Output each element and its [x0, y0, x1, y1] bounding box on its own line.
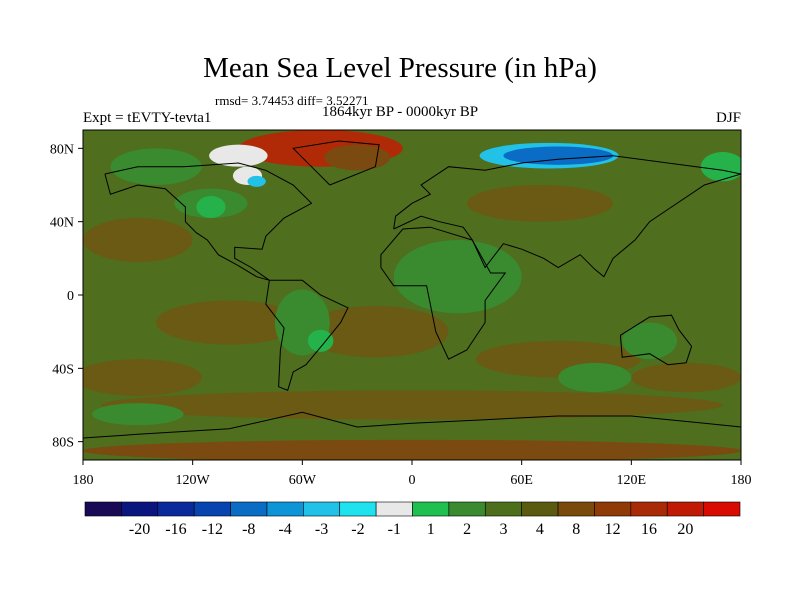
colorbar-swatch [594, 501, 632, 517]
x-tick-label: 180 [73, 473, 94, 488]
stats-label: rmsd= 3.74453 diff= 3.52271 [215, 93, 369, 108]
field-contour [622, 322, 678, 360]
y-tick-label: 80N [50, 142, 74, 157]
colorbar-swatch [230, 501, 268, 517]
colorbar-swatch [521, 501, 559, 517]
colorbar-swatch [666, 501, 704, 517]
field-contour [631, 362, 741, 393]
field-contour [247, 175, 266, 187]
colorbar-swatch [448, 501, 486, 517]
colorbar-label: 20 [677, 521, 693, 538]
colorbar-label: 2 [463, 521, 471, 538]
field-contour [466, 185, 614, 222]
colorbar-swatch [703, 501, 741, 517]
x-tick-label: 120E [617, 473, 647, 488]
map-title: Mean Sea Level Pressure (in hPa) [203, 52, 597, 84]
period-label: 1864kyr BP - 0000kyr BP [322, 104, 479, 120]
south-america-coastline [265, 279, 349, 391]
colorbar-label: -4 [278, 521, 291, 538]
colorbar-swatch [84, 501, 122, 517]
field-contour [196, 196, 226, 218]
field-contour [92, 403, 184, 426]
colorbar-label: 12 [605, 521, 621, 538]
y-tick-label: 40N [50, 216, 74, 231]
colorbar-swatch [630, 501, 668, 517]
field-contour [324, 144, 391, 171]
field-contour [700, 152, 741, 182]
colorbar-swatch [303, 501, 341, 517]
colorbar-label: -16 [165, 521, 186, 538]
colorbar-label: 1 [427, 521, 435, 538]
colorbar-swatch [339, 501, 377, 517]
pressure-field [83, 130, 741, 460]
field-contour [209, 144, 268, 167]
greenland-coastline [292, 140, 380, 186]
y-tick-label: 0 [67, 289, 74, 304]
australia-coastline [619, 314, 693, 366]
colorbar-swatch [375, 501, 413, 517]
eurasia-coastline [393, 155, 741, 278]
field-contour [307, 329, 334, 352]
x-tick-label: 60E [510, 473, 533, 488]
colorbar-label: -12 [202, 521, 223, 538]
y-tick-label: 80S [52, 436, 74, 451]
colorbar-label: 16 [641, 521, 657, 538]
colorbar-label: -8 [242, 521, 255, 538]
colorbar-swatch [266, 501, 304, 517]
experiment-label: Expt = tEVTY-tevta1 [83, 110, 212, 126]
x-axis: 180 120W 60W 0 60E 120E 180 [73, 460, 752, 488]
colorbar-label: -2 [351, 521, 364, 538]
field-contour [156, 300, 303, 345]
x-tick-label: 60W [289, 473, 317, 488]
season-label: DJF [715, 110, 741, 126]
colorbar-swatch [121, 501, 159, 517]
colorbar-swatch [157, 501, 195, 517]
field-contour [83, 439, 741, 460]
field-contour [83, 359, 202, 396]
x-tick-label: 180 [731, 473, 752, 488]
colorbar-label: -3 [315, 521, 328, 538]
field-contour [83, 218, 193, 262]
colorbar-label: -20 [129, 521, 150, 538]
field-contour [558, 362, 632, 393]
antarctica-coastline [83, 411, 741, 439]
y-axis: 80N 40N 0 40S 80S [50, 142, 83, 451]
field-contour [101, 390, 723, 420]
y-tick-label: 40S [52, 362, 74, 377]
x-tick-label: 120W [176, 473, 211, 488]
colorbar-swatch [193, 501, 231, 517]
colorbar-label: 3 [499, 521, 507, 538]
colorbar-swatch [557, 501, 595, 517]
coastlines [83, 140, 741, 439]
colorbar-swatch [412, 501, 450, 517]
colorbar-label: -1 [388, 521, 401, 538]
colorbar-label: 4 [536, 521, 544, 538]
x-tick-label: 0 [409, 473, 416, 488]
colorbar-swatch [484, 501, 522, 517]
colorbar-label: 8 [572, 521, 580, 538]
north-america-coastline [104, 162, 313, 281]
field-contour [302, 306, 449, 358]
colorbar: -20 -16 -12 -8 -4 -3 -2 -1 1 2 3 4 8 12 16 20 [84, 501, 741, 538]
africa-coastline [380, 226, 507, 360]
field-contour [503, 146, 614, 165]
